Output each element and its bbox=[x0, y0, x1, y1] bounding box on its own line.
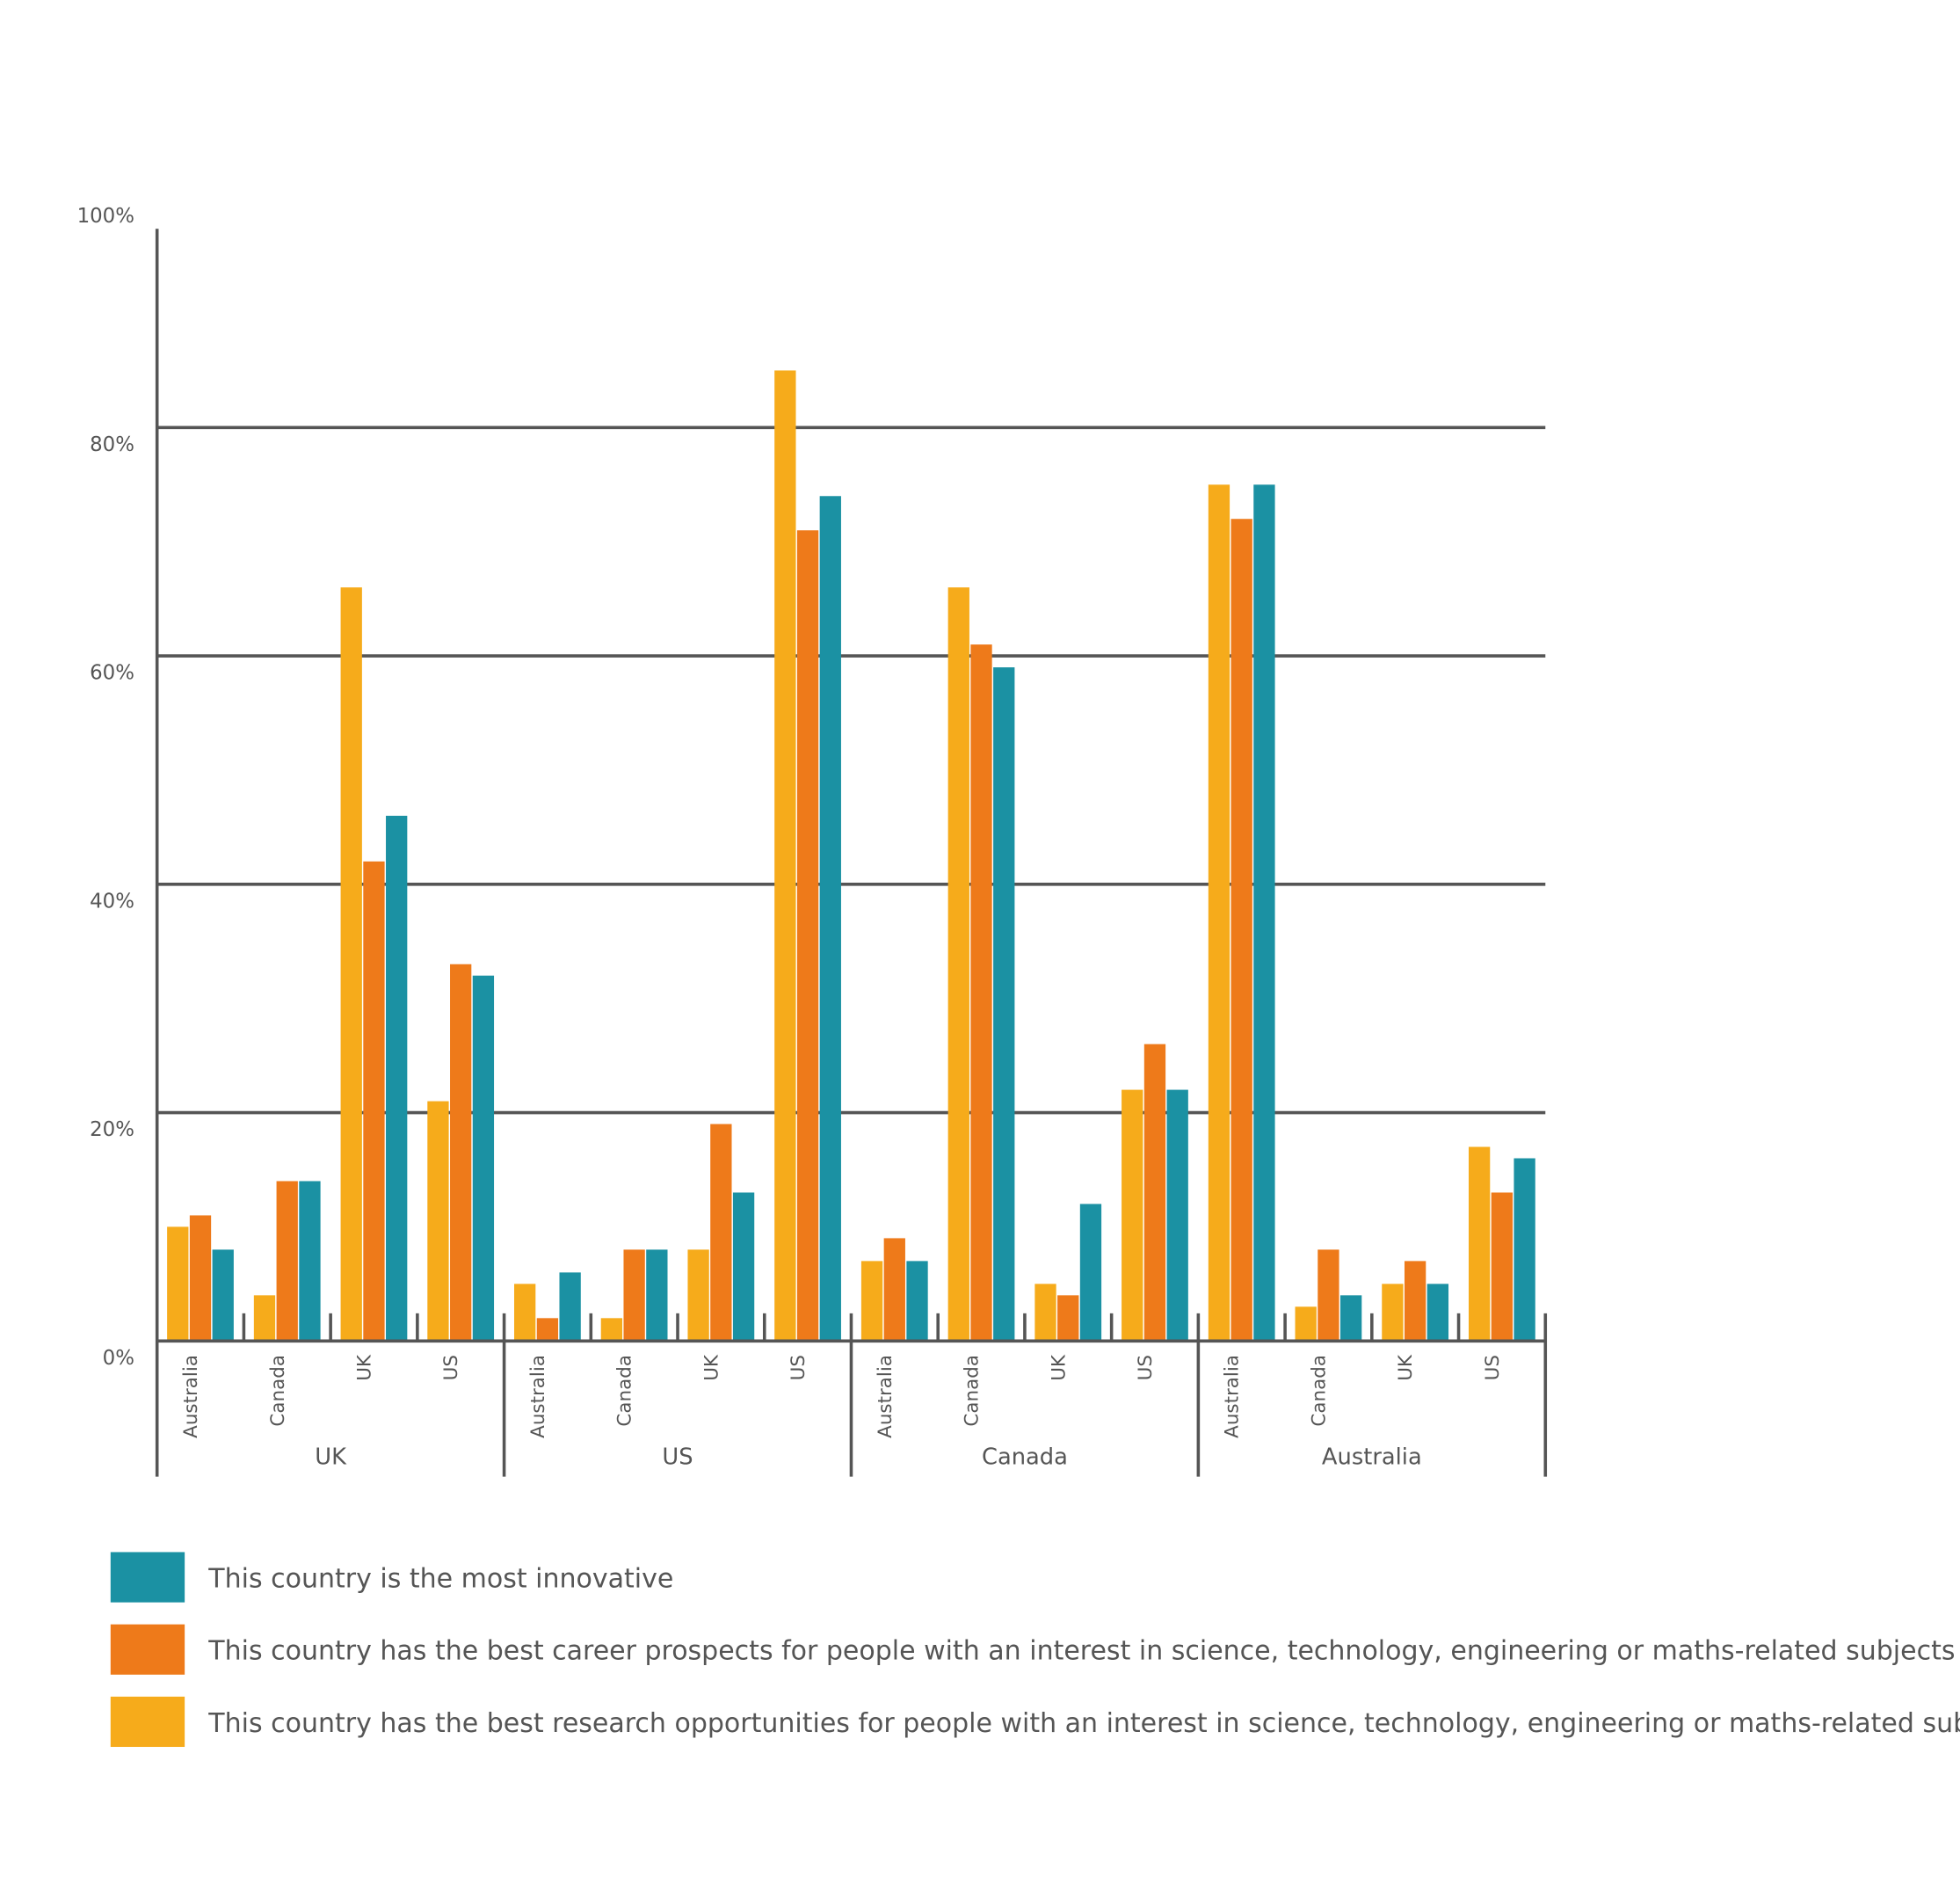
legend-label: This country has the best research oppor… bbox=[207, 1708, 1960, 1739]
bar bbox=[1426, 1284, 1449, 1342]
x-tick-label: Canada bbox=[267, 1355, 289, 1427]
bar bbox=[774, 370, 796, 1342]
bar bbox=[860, 1261, 883, 1342]
bar bbox=[970, 644, 992, 1342]
bar bbox=[1295, 1306, 1317, 1342]
bar bbox=[536, 1318, 559, 1342]
x-tick-label: UK bbox=[353, 1354, 375, 1381]
bar bbox=[1491, 1192, 1514, 1342]
x-tick-label: Australia bbox=[180, 1355, 202, 1438]
bar bbox=[1166, 1089, 1188, 1342]
y-tick-label: 60% bbox=[90, 662, 134, 685]
group-label: US bbox=[662, 1444, 693, 1471]
bar bbox=[1382, 1284, 1404, 1342]
bar bbox=[1143, 1044, 1166, 1342]
bar bbox=[732, 1192, 755, 1342]
bar bbox=[253, 1295, 276, 1342]
x-tick-label: Australia bbox=[1222, 1355, 1244, 1438]
bar bbox=[796, 530, 819, 1342]
x-tick-label: Australia bbox=[527, 1355, 549, 1438]
bar bbox=[687, 1249, 709, 1342]
y-tick-label: 0% bbox=[103, 1347, 134, 1370]
bar bbox=[1230, 519, 1252, 1342]
bar bbox=[819, 496, 841, 1342]
bar bbox=[1034, 1284, 1056, 1342]
bar bbox=[1079, 1204, 1102, 1342]
bar bbox=[472, 975, 495, 1342]
x-tick-label: Canada bbox=[614, 1355, 636, 1427]
bar bbox=[340, 587, 362, 1342]
x-tick-label: US bbox=[1482, 1355, 1504, 1380]
bar bbox=[947, 587, 969, 1342]
x-tick-label: UK bbox=[1395, 1354, 1417, 1381]
bar bbox=[1339, 1295, 1362, 1342]
y-tick-label: 20% bbox=[90, 1118, 134, 1141]
x-tick-label: US bbox=[1135, 1355, 1157, 1380]
x-tick-label: US bbox=[788, 1355, 809, 1380]
y-tick-label: 80% bbox=[90, 433, 134, 456]
x-tick-label: Canada bbox=[1308, 1355, 1330, 1427]
bar bbox=[646, 1249, 668, 1342]
bar bbox=[276, 1181, 298, 1342]
bar bbox=[1057, 1295, 1079, 1342]
y-tick-label: 100% bbox=[77, 205, 134, 228]
bar bbox=[1253, 484, 1275, 1342]
legend-swatch bbox=[110, 1552, 185, 1603]
bar bbox=[623, 1249, 645, 1342]
bar bbox=[212, 1249, 234, 1342]
bar bbox=[1318, 1249, 1339, 1342]
bar bbox=[559, 1272, 581, 1342]
y-tick-label: 40% bbox=[90, 890, 134, 913]
bar bbox=[189, 1215, 212, 1342]
x-tick-label: Canada bbox=[962, 1355, 984, 1427]
bar bbox=[386, 815, 408, 1342]
bar bbox=[1122, 1089, 1143, 1342]
bar bbox=[427, 1101, 449, 1342]
bar bbox=[167, 1226, 189, 1342]
group-label: Australia bbox=[1322, 1444, 1422, 1471]
bar bbox=[600, 1318, 623, 1342]
bar bbox=[299, 1181, 321, 1342]
legend-swatch bbox=[110, 1696, 185, 1748]
bar bbox=[993, 667, 1015, 1342]
legend-label: This country is the most innovative bbox=[207, 1563, 673, 1594]
x-tick-label: UK bbox=[1048, 1354, 1070, 1381]
bar bbox=[710, 1124, 732, 1342]
legend-label: This country has the best career prospec… bbox=[207, 1636, 1955, 1667]
x-tick-label: US bbox=[440, 1355, 462, 1380]
bar bbox=[363, 861, 385, 1342]
legend-swatch bbox=[110, 1624, 185, 1675]
bar bbox=[883, 1238, 905, 1342]
bar bbox=[1514, 1158, 1535, 1342]
group-label: Canada bbox=[982, 1444, 1068, 1471]
bar bbox=[450, 964, 472, 1342]
bar bbox=[1404, 1261, 1426, 1342]
bar bbox=[514, 1284, 536, 1342]
group-label: UK bbox=[315, 1444, 347, 1471]
bar bbox=[1208, 484, 1230, 1342]
bar bbox=[1468, 1146, 1491, 1342]
x-tick-label: Australia bbox=[875, 1355, 897, 1438]
bar bbox=[906, 1261, 928, 1342]
x-tick-label: UK bbox=[701, 1354, 722, 1381]
